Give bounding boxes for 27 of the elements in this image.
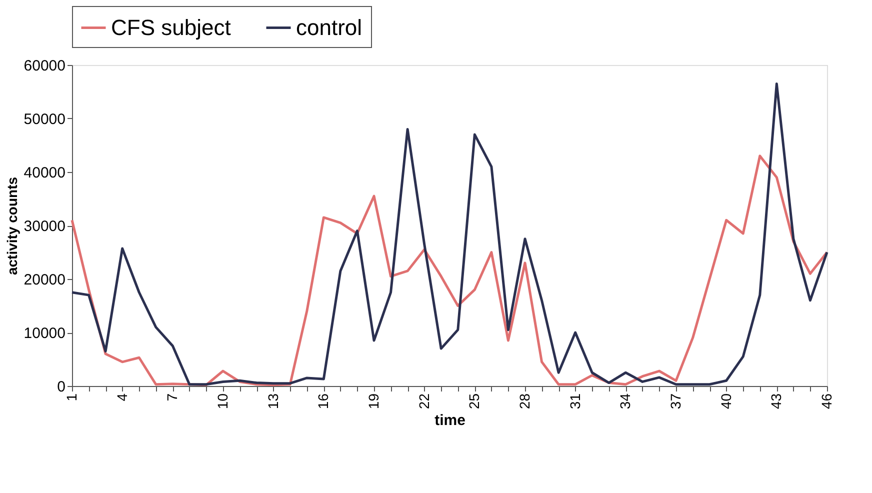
y-tick-label: 60000 [24,58,66,74]
x-tick-label: 4 [114,393,130,402]
y-tick-label: 20000 [24,272,66,288]
x-tick-label: 16 [315,393,332,410]
x-tick-label: 10 [214,393,230,410]
x-tick-label: 37 [668,393,684,410]
y-tick-label: 0 [57,378,66,396]
x-tick-label: 28 [516,393,532,410]
x-tick-label: 34 [617,393,634,410]
x-tick-label: 46 [818,393,834,410]
legend-label: CFS subject [111,14,231,40]
y-tick-label: 40000 [24,164,66,182]
y-tick-label: 30000 [24,218,66,235]
x-axis-title: time [434,412,466,430]
x-tick-label: 1 [64,393,80,402]
x-tick-label: 31 [566,393,583,410]
y-tick-label: 10000 [24,325,66,342]
x-tick-label: 19 [366,393,382,410]
y-axis-title: activity counts [4,176,20,276]
x-tick-label: 43 [768,393,784,410]
x-tick-label: 40 [718,393,734,410]
x-tick-label: 22 [416,393,432,410]
legend-label: control [296,14,362,40]
y-tick-label: 50000 [24,111,66,128]
x-tick-label: 25 [466,393,482,410]
x-tick-label: 7 [164,393,180,402]
x-tick-label: 13 [264,393,281,410]
